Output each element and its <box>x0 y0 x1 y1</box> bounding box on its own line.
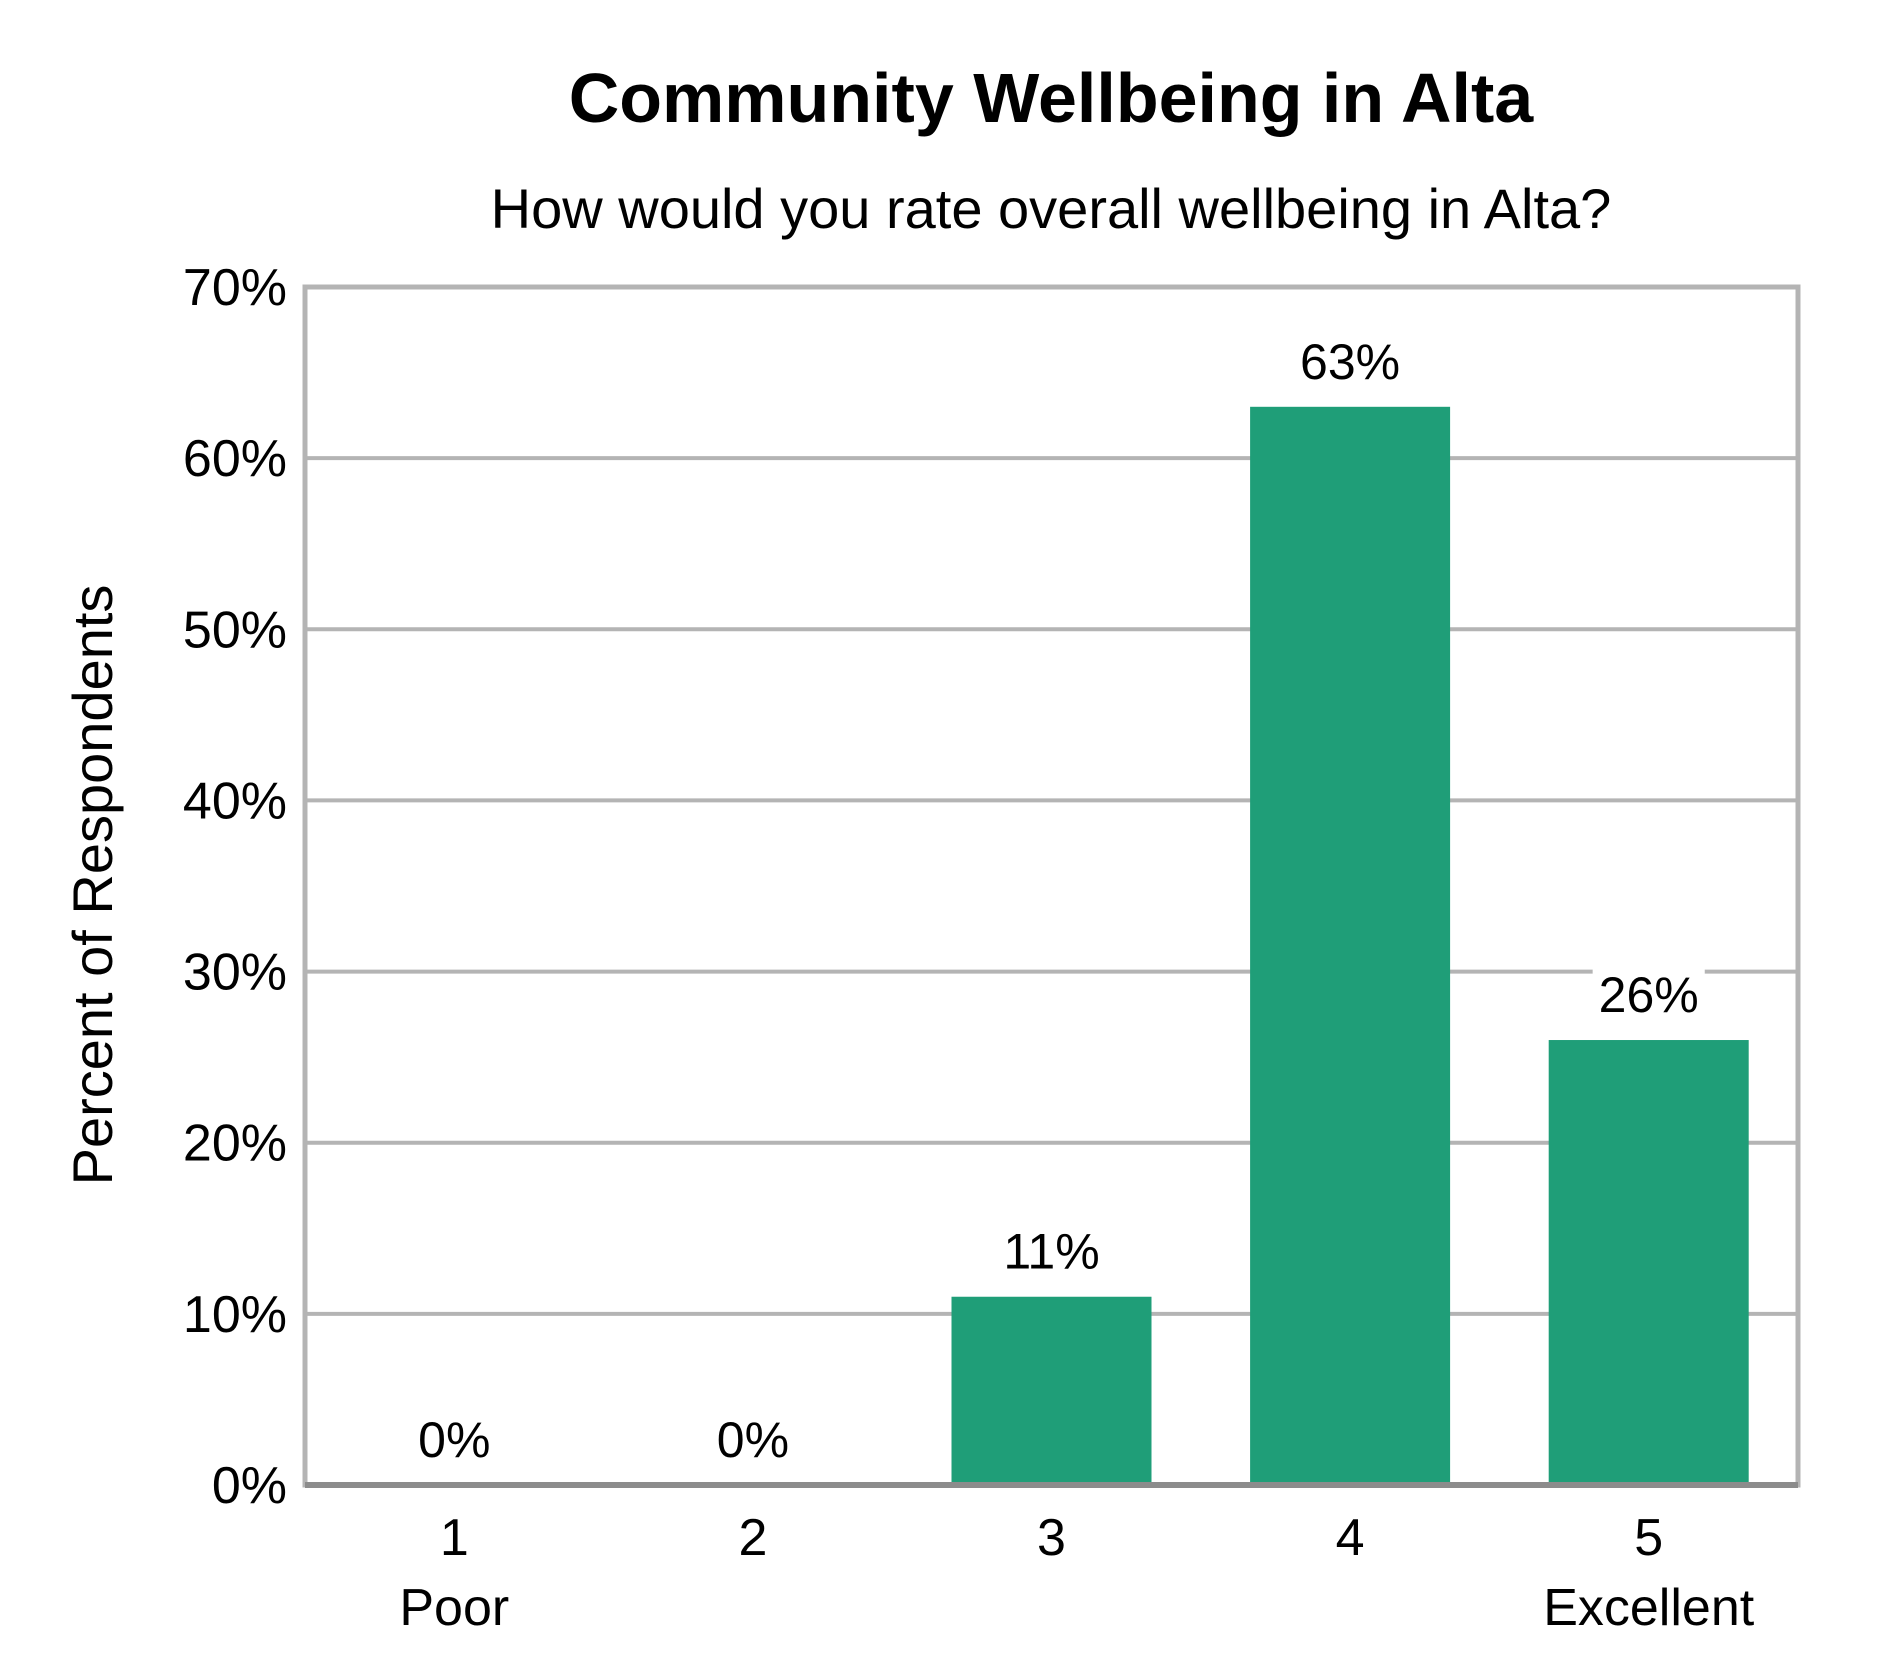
y-tick-label: 60% <box>183 430 287 488</box>
data-label-4: 63% <box>1300 334 1400 390</box>
y-tick-label: 40% <box>183 772 287 830</box>
y-tick-label: 30% <box>183 944 287 1002</box>
data-labels: 0% 0% 11% 63% 26% <box>412 333 1705 1468</box>
data-label-5: 26% <box>1599 967 1699 1023</box>
data-label-background <box>412 1412 497 1468</box>
chart-subtitle: How would you rate overall wellbeing in … <box>491 177 1612 240</box>
data-label-background <box>997 1223 1106 1280</box>
data-label-background <box>1294 333 1407 390</box>
data-label-1: 0% <box>418 1412 490 1468</box>
y-tick-label: 50% <box>183 601 287 659</box>
chart-title: Community Wellbeing in Alta <box>569 59 1535 137</box>
x-tick-label: 2 <box>738 1509 767 1567</box>
x-tick-sublabel: Excellent <box>1543 1579 1755 1637</box>
y-tick-label: 0% <box>212 1457 287 1515</box>
bar-5 <box>1548 1040 1749 1485</box>
y-tick-label: 20% <box>183 1115 287 1173</box>
y-tick-label: 10% <box>183 1286 287 1344</box>
bar-3 <box>951 1296 1152 1485</box>
bar-4 <box>1250 406 1451 1485</box>
data-label-3: 11% <box>1003 1224 1099 1280</box>
x-tick-label: 4 <box>1336 1509 1365 1567</box>
data-label-2: 0% <box>717 1412 789 1468</box>
x-tick-label: 3 <box>1037 1509 1066 1567</box>
y-tick-labels: 0% 10% 20% 30% 40% 50% 60% 70% <box>183 259 287 1515</box>
x-tick-label: 1 <box>440 1509 469 1567</box>
y-axis-label: Percent of Respondents <box>61 585 124 1186</box>
bars <box>951 406 1749 1485</box>
x-tick-sublabel: Poor <box>399 1579 509 1637</box>
data-label-background <box>1592 967 1705 1024</box>
data-label-background <box>710 1412 796 1468</box>
x-tick-label: 5 <box>1634 1509 1663 1567</box>
x-tick-labels: 1 Poor 2 3 4 5 Excellent <box>399 1509 1754 1637</box>
y-tick-label: 70% <box>183 259 287 317</box>
